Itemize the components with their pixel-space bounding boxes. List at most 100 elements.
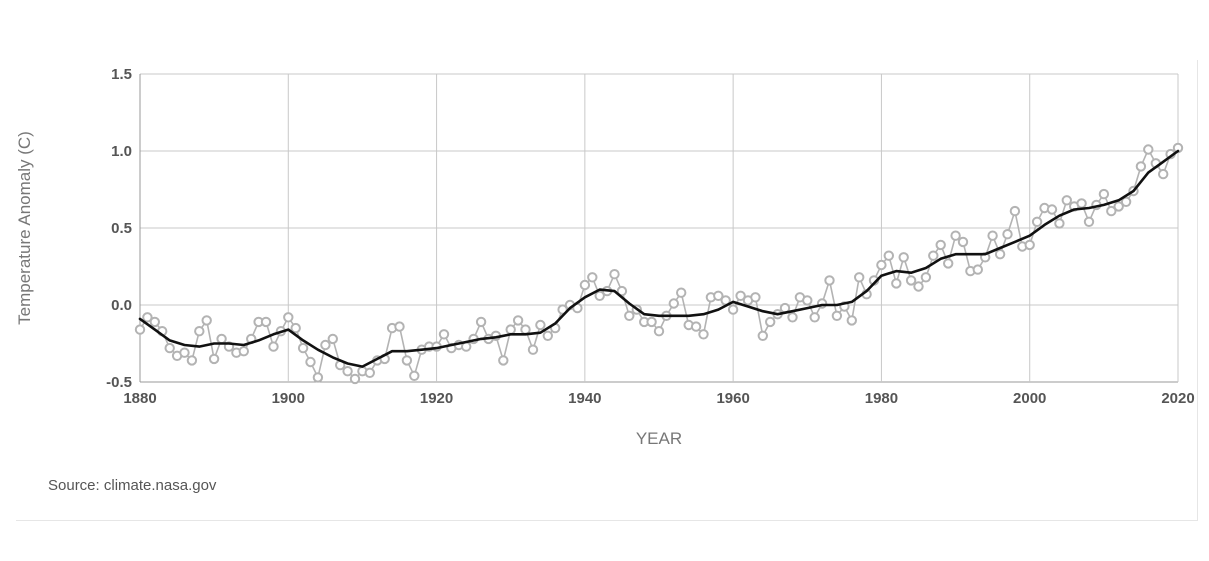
annual-anomaly-point — [1158, 168, 1169, 180]
annual-anomaly-point — [394, 321, 405, 332]
annual-anomaly-point — [757, 330, 768, 341]
annual-anomaly-point — [290, 322, 301, 334]
annual-anomaly-point — [928, 250, 939, 261]
x-tick-label: 1920 — [420, 390, 453, 407]
annual-anomaly-point — [238, 346, 250, 357]
annual-anomaly-point — [1098, 188, 1110, 200]
annual-anomaly-point — [364, 367, 375, 378]
annual-anomaly-point — [1024, 239, 1035, 251]
annual-anomaly-point — [891, 278, 902, 289]
annual-anomaly-point — [1031, 216, 1043, 228]
annual-anomaly-point — [802, 295, 813, 306]
annual-anomaly-point — [327, 333, 338, 345]
annual-anomaly-point — [854, 272, 865, 283]
annual-anomaly-point — [194, 326, 205, 337]
annual-anomaly-point — [342, 366, 353, 377]
annual-anomaly-point — [594, 290, 605, 301]
annual-anomaly-point — [527, 344, 539, 355]
x-tick-label: 1960 — [716, 390, 749, 407]
annual-anomaly-point — [260, 316, 272, 328]
annual-anomaly-point — [283, 312, 294, 323]
annual-anomaly-point — [1143, 144, 1154, 155]
annual-anomaly-point — [727, 304, 739, 315]
annual-anomaly-point — [268, 341, 279, 352]
annual-anomaly-point — [809, 312, 820, 323]
annual-anomaly-point — [1076, 198, 1087, 209]
y-tick-label: 0.5 — [111, 220, 132, 237]
annual-anomaly-point — [164, 342, 175, 354]
annual-anomaly-point — [616, 285, 628, 297]
card-right-border — [1197, 60, 1198, 521]
annual-anomaly-point — [297, 342, 309, 354]
x-axis-title: YEAR — [636, 429, 682, 448]
annual-anomaly-point — [653, 326, 665, 337]
annual-anomaly-point — [883, 250, 894, 261]
annual-anomaly-point — [943, 258, 954, 269]
y-tick-label: 1.5 — [111, 66, 132, 83]
annual-anomaly-point — [950, 230, 961, 241]
annual-anomaly-point — [401, 355, 413, 366]
annual-anomaly-point — [668, 298, 679, 309]
annual-anomaly-point — [142, 312, 153, 323]
annual-anomaly-point — [876, 259, 887, 271]
annual-anomaly-point — [1120, 196, 1132, 208]
x-tick-label: 2000 — [1013, 390, 1046, 407]
annual-anomaly-point — [520, 324, 531, 335]
annual-anomaly-point — [831, 310, 843, 321]
annual-anomaly-point — [750, 292, 761, 303]
x-tick-label: 1880 — [123, 390, 156, 407]
annual-anomaly-point — [646, 316, 657, 328]
annual-anomaly-point — [186, 355, 198, 366]
y-tick-label: 1.0 — [111, 143, 132, 160]
annual-anomaly-point — [498, 355, 509, 366]
annual-anomaly-point — [535, 319, 546, 331]
annual-anomaly-point — [1135, 161, 1147, 172]
annual-anomaly-point — [505, 324, 516, 335]
annual-anomaly-point — [1083, 216, 1095, 228]
annual-anomaly-point — [1009, 205, 1021, 217]
annual-anomaly-point — [438, 329, 450, 340]
x-tick-label: 1980 — [865, 390, 898, 407]
annual-anomaly-point — [1061, 195, 1073, 206]
smoothed-trend-line — [138, 149, 1180, 368]
annual-anomaly-point — [713, 290, 724, 301]
annual-anomaly-point — [134, 324, 146, 335]
annual-anomaly-point — [698, 329, 709, 340]
annual-anomaly-point — [935, 239, 946, 251]
annual-anomaly-point — [305, 356, 316, 368]
x-tick-label: 1900 — [272, 390, 305, 407]
annual-anomaly-point — [624, 310, 635, 321]
card-bottom-border — [16, 520, 1197, 521]
annual-anomaly-point — [765, 316, 776, 328]
series-layer — [134, 142, 1184, 385]
annual-anomaly-line — [139, 147, 1179, 381]
annual-anomaly-point — [201, 315, 212, 326]
annual-anomaly-point — [690, 321, 702, 332]
annual-anomaly-point — [409, 370, 420, 381]
annual-anomaly-point — [787, 312, 798, 323]
annual-anomaly-point — [972, 264, 983, 275]
annual-anomaly-point — [994, 249, 1006, 260]
annual-anomaly-point — [512, 315, 524, 326]
annual-anomaly-point — [349, 373, 361, 385]
y-axis-title: Temperature Anomaly (C) — [15, 131, 34, 325]
annual-anomaly-point — [587, 272, 598, 283]
y-tick-label: -0.5 — [106, 374, 132, 391]
annual-anomaly-point — [216, 333, 227, 345]
annual-anomaly-point — [1106, 205, 1117, 217]
annual-anomaly-point — [312, 372, 324, 383]
annual-anomaly-point — [913, 281, 924, 292]
source-note: Source: climate.nasa.gov — [48, 477, 217, 494]
annual-anomaly-point — [905, 275, 917, 286]
annual-anomaly-point — [320, 339, 331, 351]
annual-anomaly-point — [957, 236, 969, 248]
annual-anomaly-point — [1113, 201, 1124, 212]
tick-labels: -0.5 0.0 0.5 1.0 1.5 1880 1900 1920 1940 1960 1980… — [106, 66, 1195, 407]
annual-anomaly-point — [1046, 204, 1058, 215]
annual-anomaly-point — [735, 290, 746, 301]
annual-anomaly-point — [208, 353, 220, 365]
annual-anomaly-point — [846, 315, 857, 326]
annual-anomaly-point — [609, 269, 620, 280]
